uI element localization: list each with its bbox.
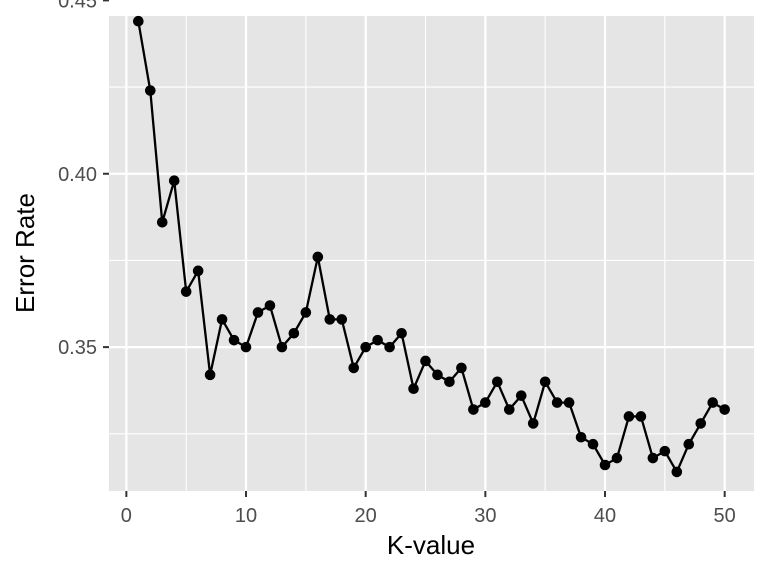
data-point: [503, 404, 515, 415]
major-grid: [109, 0, 754, 491]
data-point: [216, 314, 228, 325]
data-point: [180, 286, 192, 297]
data-point: [168, 175, 180, 186]
data-point: [300, 307, 312, 318]
data-point: [480, 397, 491, 408]
data-point: [587, 438, 599, 450]
data-point: [336, 314, 348, 325]
data-point: [456, 362, 467, 374]
data-point: [420, 355, 431, 367]
data-point: [276, 341, 288, 353]
data-point: [683, 438, 695, 450]
x-tick-label: 30: [474, 505, 496, 527]
series-layer: [133, 15, 730, 478]
data-point: [372, 334, 383, 346]
data-point: [408, 383, 419, 395]
x-tick-label: 50: [714, 505, 736, 527]
data-point: [719, 404, 730, 415]
data-point: [671, 466, 683, 478]
x-axis-title: K-value: [387, 530, 475, 560]
data-point: [444, 376, 455, 388]
y-tick-label: 0.45: [58, 0, 97, 12]
data-point: [599, 459, 611, 471]
x-tick-label: 0: [121, 505, 132, 527]
data-point: [312, 251, 324, 263]
data-point: [575, 431, 587, 443]
x-tick-label: 10: [235, 505, 257, 527]
data-point: [384, 341, 395, 353]
data-point: [611, 452, 623, 464]
data-point: [515, 390, 527, 401]
data-point: [204, 369, 216, 381]
data-point: [635, 411, 647, 422]
data-point: [348, 362, 360, 374]
data-point: [133, 15, 144, 27]
x-tick-label: 40: [594, 505, 616, 527]
data-point: [156, 216, 168, 228]
data-point: [360, 341, 371, 353]
data-point: [432, 369, 443, 381]
data-point: [252, 307, 264, 318]
y-tick-label: 0.35: [58, 337, 97, 359]
data-point: [492, 376, 503, 388]
data-point: [192, 265, 204, 277]
x-tick-label: 20: [355, 505, 377, 527]
data-point: [288, 327, 300, 339]
data-point: [551, 397, 563, 408]
data-point: [539, 376, 551, 388]
data-point: [240, 341, 252, 353]
data-point: [623, 411, 635, 422]
data-point: [468, 404, 479, 415]
x-axis: 0 10 20 30 40 50: [121, 491, 736, 527]
plot-panel: [109, 16, 754, 491]
data-point: [695, 418, 707, 429]
data-point: [324, 314, 336, 325]
data-point: [144, 85, 156, 96]
data-point: [707, 397, 719, 408]
data-point: [659, 445, 671, 457]
data-point: [527, 418, 539, 429]
data-point: [264, 300, 276, 311]
data-point: [647, 452, 659, 464]
data-point: [563, 397, 575, 408]
data-point: [228, 334, 240, 346]
data-point: [396, 327, 407, 339]
y-tick-label: 0.40: [58, 164, 97, 186]
y-axis-title: Error Rate: [10, 193, 40, 313]
y-axis: 0.35 0.40 0.45: [58, 0, 109, 359]
